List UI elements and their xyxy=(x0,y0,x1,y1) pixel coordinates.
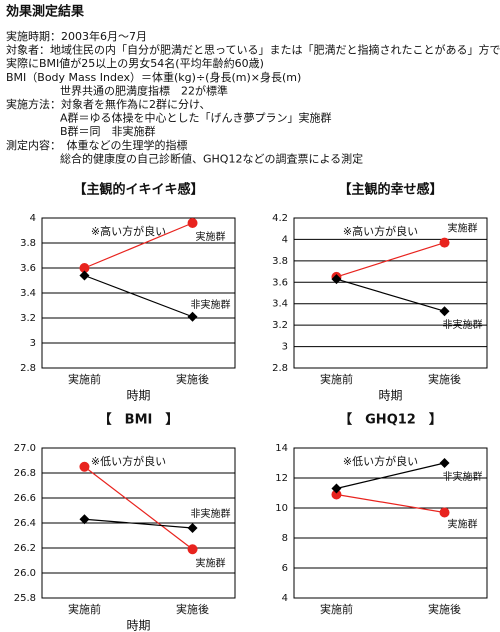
series-line xyxy=(84,466,193,550)
marker xyxy=(79,270,90,281)
series-label: 非実施群 xyxy=(191,507,231,520)
doc-line: B群＝同 非実施群 xyxy=(60,124,156,138)
x-tick-label: 実施前 xyxy=(68,602,101,616)
doc-line: 実施時期：2003年6月～7月 xyxy=(6,29,147,43)
doc-line: BMI（Body Mass Index）＝体重(kg)÷(身長(m)×身長(m) xyxy=(6,70,301,84)
chart-title: 【主観的イキイキ感】 xyxy=(73,182,203,198)
series-line xyxy=(336,462,445,490)
y-tick-label: 3 xyxy=(282,342,288,353)
marker xyxy=(187,311,198,322)
y-tick-label: 27.0 xyxy=(14,443,36,454)
marker xyxy=(331,483,342,494)
y-tick-label: 3.8 xyxy=(272,256,288,267)
marker xyxy=(331,489,342,500)
marker xyxy=(439,507,450,518)
y-tick-label: 10 xyxy=(275,503,288,514)
chart-title: 【主観的幸せ感】 xyxy=(338,182,442,198)
chart-title: 【 BMI 】 xyxy=(99,412,179,428)
series-label: 非実施群 xyxy=(443,318,483,331)
y-tick-label: 14 xyxy=(275,443,288,454)
doc-line: 世界共通の肥満度指標 22が標準 xyxy=(60,83,228,97)
plot-frame xyxy=(293,217,488,369)
annotation: ※低い方が良い xyxy=(91,454,166,468)
x-tick-label: 実施後 xyxy=(428,602,461,616)
y-tick-label: 4 xyxy=(282,234,288,245)
y-tick-label: 3.6 xyxy=(20,263,36,274)
x-tick-label: 実施後 xyxy=(176,372,209,386)
marker xyxy=(439,306,450,317)
y-tick-label: 26.2 xyxy=(14,543,36,554)
series-line xyxy=(84,222,193,269)
chart-title: 【 GHQ12 】 xyxy=(339,412,442,428)
doc-line: 総合的健康度の自己診断値、GHQ12などの調査票による測定 xyxy=(60,151,363,165)
y-tick-label: 3.2 xyxy=(272,320,288,331)
y-tick-label: 26.4 xyxy=(14,518,36,529)
doc-line: A群＝ゆる体操を中心とした「げんき夢プラン」実施群 xyxy=(60,111,332,125)
x-axis-label: 時期 xyxy=(126,389,150,403)
y-tick-label: 3.8 xyxy=(20,238,36,249)
series-line xyxy=(84,518,193,529)
doc-line: 実際にBMI値が25以上の男女54名(平均年齢約60歳) xyxy=(6,56,264,70)
series-label: 実施群 xyxy=(196,556,226,569)
doc-line: 実施方法：対象者を無作為に2群に分け、 xyxy=(6,97,210,111)
series-label: 実施群 xyxy=(448,518,478,531)
doc-line: 測定内容： 体重などの生理学的指標 xyxy=(6,138,188,152)
y-tick-label: 4 xyxy=(282,593,288,604)
y-tick-label: 2.8 xyxy=(272,363,288,374)
series-line xyxy=(336,278,445,312)
marker xyxy=(439,458,450,468)
x-tick-label: 実施前 xyxy=(320,372,353,386)
y-tick-label: 2.8 xyxy=(20,363,36,374)
x-tick-label: 実施前 xyxy=(320,602,353,616)
y-tick-label: 3.4 xyxy=(272,299,288,310)
y-tick-label: 3 xyxy=(30,338,36,349)
y-tick-label: 4 xyxy=(30,213,36,224)
marker xyxy=(439,237,450,248)
y-tick-label: 26.0 xyxy=(14,568,36,579)
x-tick-label: 実施後 xyxy=(176,602,209,616)
y-tick-label: 26.6 xyxy=(14,493,36,504)
doc-title: 効果測定結果 xyxy=(6,4,84,20)
series-label: 非実施群 xyxy=(191,298,231,311)
marker xyxy=(187,218,198,228)
x-tick-label: 実施前 xyxy=(68,372,101,386)
marker xyxy=(79,263,90,273)
annotation: ※高い方が良い xyxy=(91,224,166,238)
y-tick-label: 3.4 xyxy=(20,288,36,299)
series-label: 実施群 xyxy=(448,222,478,235)
doc-line: 対象者：地域住民の内「自分が肥満だと思っている」または「肥満だと指摘されたことが… xyxy=(6,43,500,57)
series-line xyxy=(84,274,193,318)
marker xyxy=(187,523,198,533)
y-tick-label: 4.2 xyxy=(272,213,288,224)
y-tick-label: 6 xyxy=(282,563,288,574)
marker xyxy=(331,274,342,285)
x-axis-label: 時期 xyxy=(126,619,150,632)
y-tick-label: 8 xyxy=(282,533,288,544)
y-tick-label: 3.2 xyxy=(20,313,36,324)
y-tick-label: 3.6 xyxy=(272,277,288,288)
x-tick-label: 実施後 xyxy=(428,372,461,386)
marker xyxy=(79,461,90,472)
series-label: 非実施群 xyxy=(443,470,483,483)
y-tick-label: 12 xyxy=(275,473,288,484)
marker xyxy=(79,514,90,525)
y-tick-label: 25.8 xyxy=(14,593,36,604)
x-axis-label: 時期 xyxy=(378,389,402,403)
series-line xyxy=(336,493,445,514)
annotation: ※高い方が良い xyxy=(343,224,418,238)
annotation: ※低い方が良い xyxy=(343,454,418,468)
marker xyxy=(187,544,198,555)
series-label: 実施群 xyxy=(196,230,226,243)
y-tick-label: 26.8 xyxy=(14,468,36,479)
series-line xyxy=(336,242,445,278)
